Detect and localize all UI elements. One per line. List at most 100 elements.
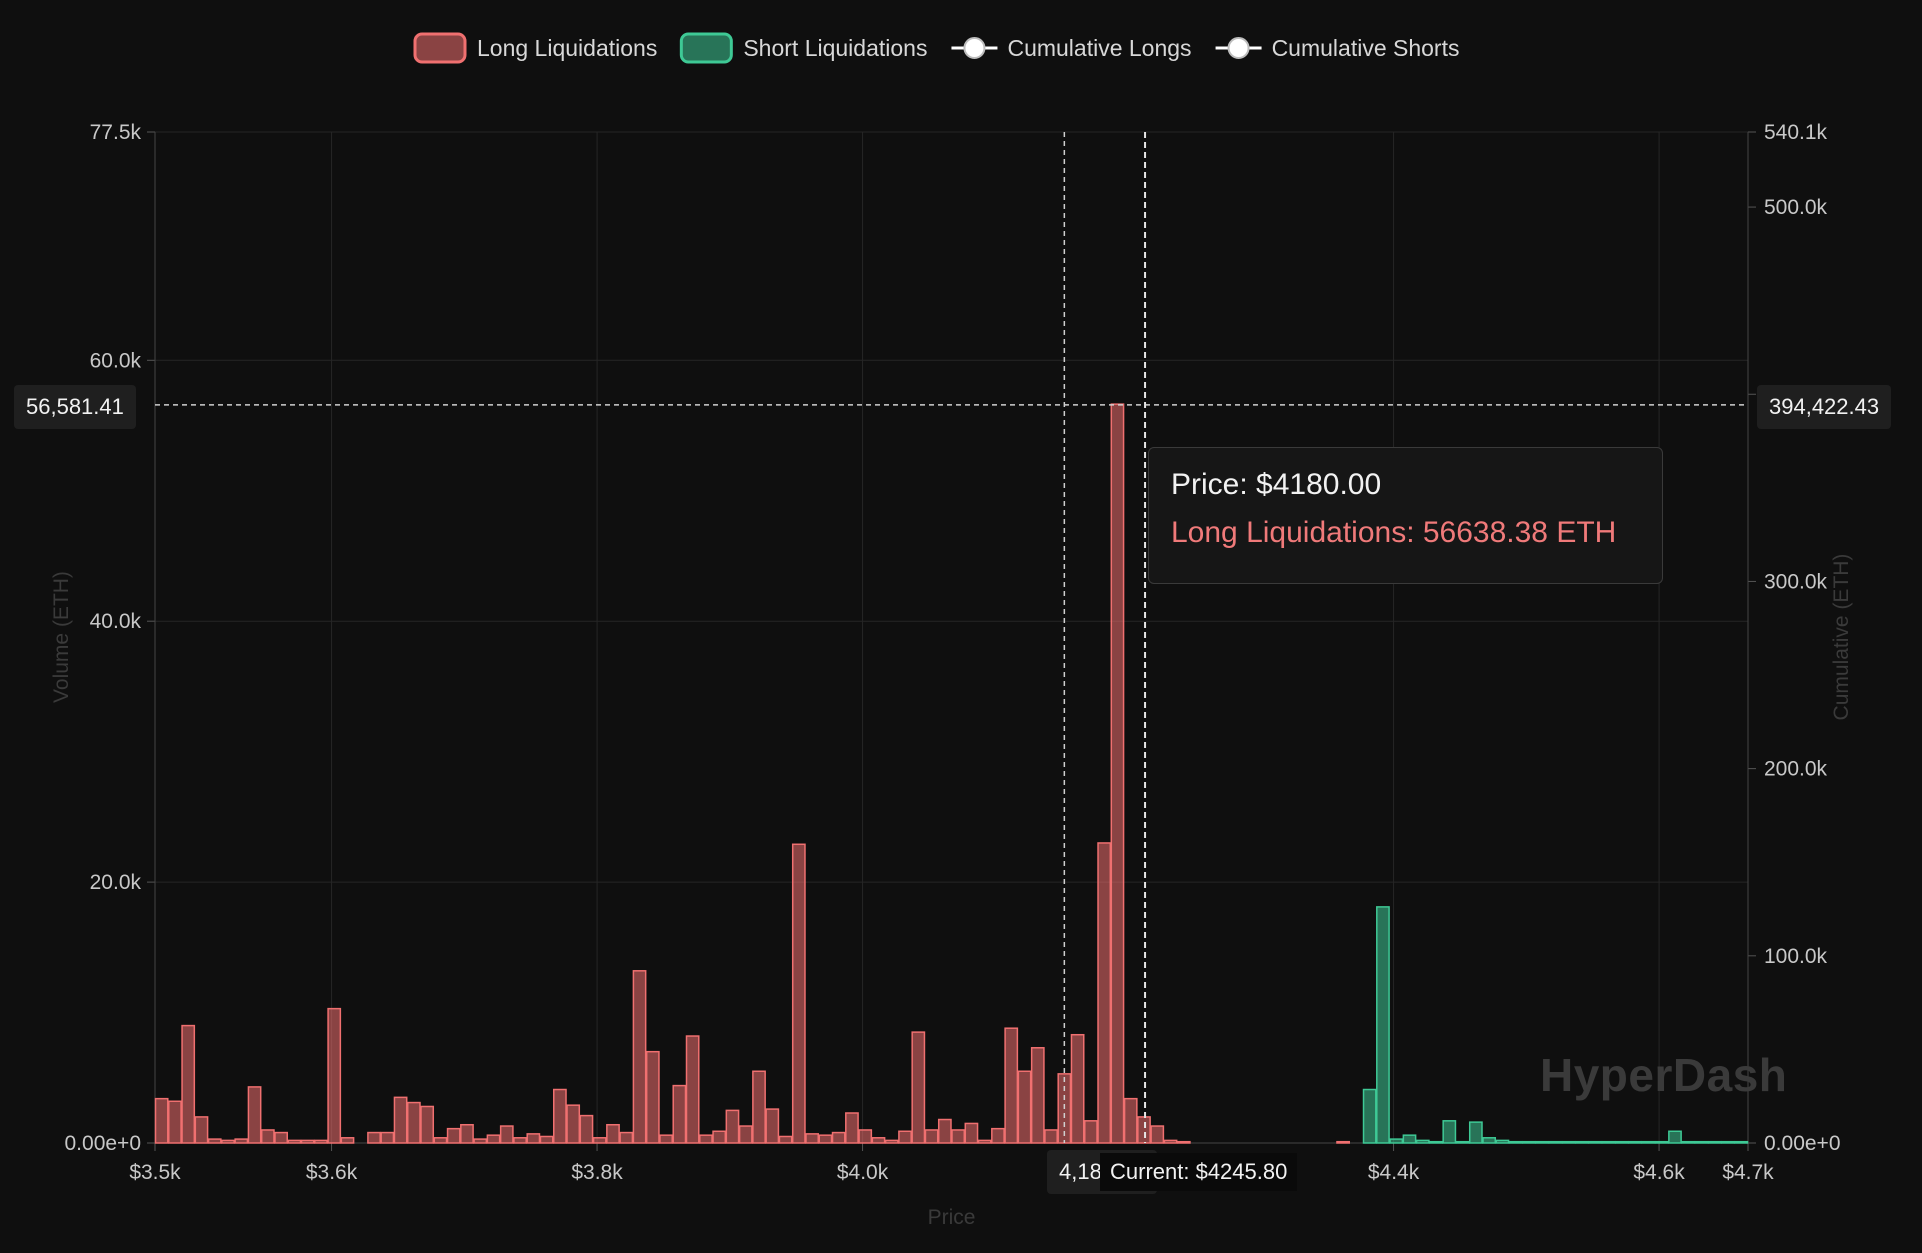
long-liquidation-bar[interactable] (645, 1050, 660, 1144)
short-liquidation-bar[interactable] (1734, 1140, 1749, 1144)
short-liquidation-bar[interactable] (1468, 1121, 1483, 1144)
long-liquidation-bar[interactable] (884, 1139, 899, 1144)
long-liquidation-bar[interactable] (154, 1097, 169, 1144)
long-liquidation-bar[interactable] (592, 1137, 607, 1144)
long-liquidation-bar[interactable] (513, 1137, 527, 1144)
long-liquidation-bar[interactable] (460, 1123, 474, 1144)
long-liquidation-bar[interactable] (1044, 1129, 1058, 1144)
short-liquidation-bar[interactable] (1681, 1140, 1696, 1144)
legend-item[interactable]: Short Liquidations (679, 32, 927, 64)
long-liquidation-bar[interactable] (1084, 1120, 1098, 1144)
short-liquidation-bar[interactable] (1442, 1120, 1457, 1144)
short-liquidation-bar[interactable] (1508, 1140, 1523, 1144)
long-liquidation-bar[interactable] (1163, 1139, 1178, 1144)
short-liquidation-bar[interactable] (1707, 1140, 1722, 1144)
long-liquidation-bar[interactable] (207, 1138, 222, 1144)
long-liquidation-bar[interactable] (791, 843, 806, 1144)
short-liquidation-bar[interactable] (1535, 1140, 1550, 1144)
long-liquidation-bar[interactable] (420, 1105, 435, 1144)
long-liquidation-bar[interactable] (1030, 1047, 1045, 1144)
long-liquidation-bar[interactable] (805, 1133, 819, 1144)
long-liquidation-bar[interactable] (778, 1135, 793, 1144)
short-liquidation-bar[interactable] (1402, 1134, 1417, 1144)
legend-item[interactable]: Cumulative Shorts (1215, 35, 1460, 61)
long-liquidation-bar[interactable] (619, 1131, 634, 1144)
long-liquidation-bar[interactable] (1150, 1125, 1165, 1144)
long-liquidation-bar[interactable] (871, 1137, 886, 1144)
long-liquidation-bar[interactable] (1017, 1070, 1032, 1144)
long-liquidation-bar[interactable] (1336, 1140, 1350, 1144)
long-liquidation-bar[interactable] (606, 1123, 620, 1144)
legend[interactable]: Long Liquidations Short Liquidations Cumul… (413, 32, 1460, 64)
short-liquidation-bar[interactable] (1362, 1088, 1377, 1144)
long-liquidation-bar[interactable] (672, 1084, 687, 1144)
long-liquidation-bar[interactable] (765, 1108, 780, 1144)
short-liquidation-bar[interactable] (1389, 1138, 1404, 1144)
short-liquidation-bar[interactable] (1482, 1137, 1497, 1144)
short-liquidation-bar[interactable] (1628, 1140, 1643, 1144)
long-liquidation-bar[interactable] (685, 1035, 700, 1144)
short-liquidation-bar[interactable] (1654, 1140, 1669, 1144)
short-liquidation-bar[interactable] (1694, 1140, 1709, 1144)
long-liquidation-bar[interactable] (911, 1031, 926, 1144)
long-liquidation-bar[interactable] (553, 1088, 567, 1144)
short-liquidation-bar[interactable] (1721, 1140, 1735, 1144)
long-liquidation-bar[interactable] (260, 1129, 275, 1144)
long-liquidation-bar[interactable] (340, 1137, 355, 1144)
long-liquidation-bar[interactable] (937, 1118, 952, 1144)
long-liquidation-bar[interactable] (898, 1130, 912, 1144)
short-liquidation-bar[interactable] (1495, 1139, 1510, 1144)
long-liquidation-bar[interactable] (1004, 1027, 1019, 1144)
short-liquidation-bar[interactable] (1575, 1140, 1589, 1144)
long-liquidation-bar[interactable] (300, 1139, 315, 1144)
long-liquidation-bar[interactable] (579, 1114, 594, 1144)
long-liquidation-bar[interactable] (499, 1125, 514, 1144)
long-liquidation-bar[interactable] (1176, 1140, 1191, 1144)
long-liquidation-bar[interactable] (818, 1134, 833, 1144)
long-liquidation-bar[interactable] (977, 1139, 992, 1144)
long-liquidation-bar[interactable] (406, 1101, 421, 1144)
long-liquidation-bar[interactable] (234, 1138, 249, 1144)
long-liquidation-bar[interactable] (991, 1127, 1005, 1144)
long-liquidation-bar[interactable] (924, 1129, 939, 1144)
long-liquidation-bar[interactable] (433, 1137, 448, 1144)
legend-item[interactable]: Long Liquidations (413, 32, 657, 64)
short-liquidation-bar[interactable] (1668, 1130, 1682, 1144)
long-liquidation-bar[interactable] (181, 1024, 196, 1144)
long-liquidation-bar[interactable] (659, 1134, 673, 1144)
short-liquidation-bar[interactable] (1455, 1140, 1470, 1144)
long-liquidation-bar[interactable] (752, 1070, 766, 1144)
short-liquidation-bar[interactable] (1588, 1140, 1603, 1144)
long-liquidation-bar[interactable] (247, 1086, 262, 1144)
short-liquidation-bar[interactable] (1615, 1140, 1629, 1144)
short-liquidation-bar[interactable] (1561, 1140, 1576, 1144)
long-liquidation-bar[interactable] (274, 1131, 289, 1144)
long-liquidation-bar[interactable] (221, 1139, 235, 1144)
long-liquidation-bar[interactable] (738, 1125, 753, 1144)
short-liquidation-bar[interactable] (1415, 1139, 1430, 1144)
long-liquidation-bar[interactable] (446, 1127, 461, 1144)
long-liquidation-bar[interactable] (1110, 403, 1125, 1144)
legend-item[interactable]: Cumulative Longs (951, 35, 1192, 61)
long-liquidation-bar[interactable] (168, 1100, 182, 1144)
long-liquidation-bar[interactable] (1097, 842, 1112, 1144)
long-liquidation-bar[interactable] (327, 1007, 342, 1144)
long-liquidation-bar[interactable] (393, 1096, 408, 1144)
long-liquidation-bar[interactable] (712, 1130, 727, 1144)
short-liquidation-bar[interactable] (1522, 1140, 1536, 1144)
long-liquidation-bar[interactable] (831, 1131, 846, 1144)
long-liquidation-bar[interactable] (1137, 1116, 1151, 1144)
long-liquidation-bar[interactable] (1123, 1097, 1138, 1144)
long-liquidation-bar[interactable] (194, 1116, 209, 1144)
long-liquidation-bar[interactable] (486, 1134, 501, 1144)
long-liquidation-bar[interactable] (1070, 1033, 1085, 1144)
long-liquidation-bar[interactable] (526, 1133, 541, 1144)
long-liquidation-bar[interactable] (566, 1104, 581, 1144)
long-liquidation-bar[interactable] (473, 1138, 488, 1144)
long-liquidation-bar[interactable] (725, 1109, 740, 1144)
short-liquidation-bar[interactable] (1641, 1140, 1656, 1144)
long-liquidation-bar[interactable] (287, 1139, 302, 1144)
long-liquidation-bar[interactable] (951, 1129, 966, 1144)
long-liquidation-bar[interactable] (858, 1129, 873, 1144)
long-liquidation-bar[interactable] (539, 1135, 554, 1144)
